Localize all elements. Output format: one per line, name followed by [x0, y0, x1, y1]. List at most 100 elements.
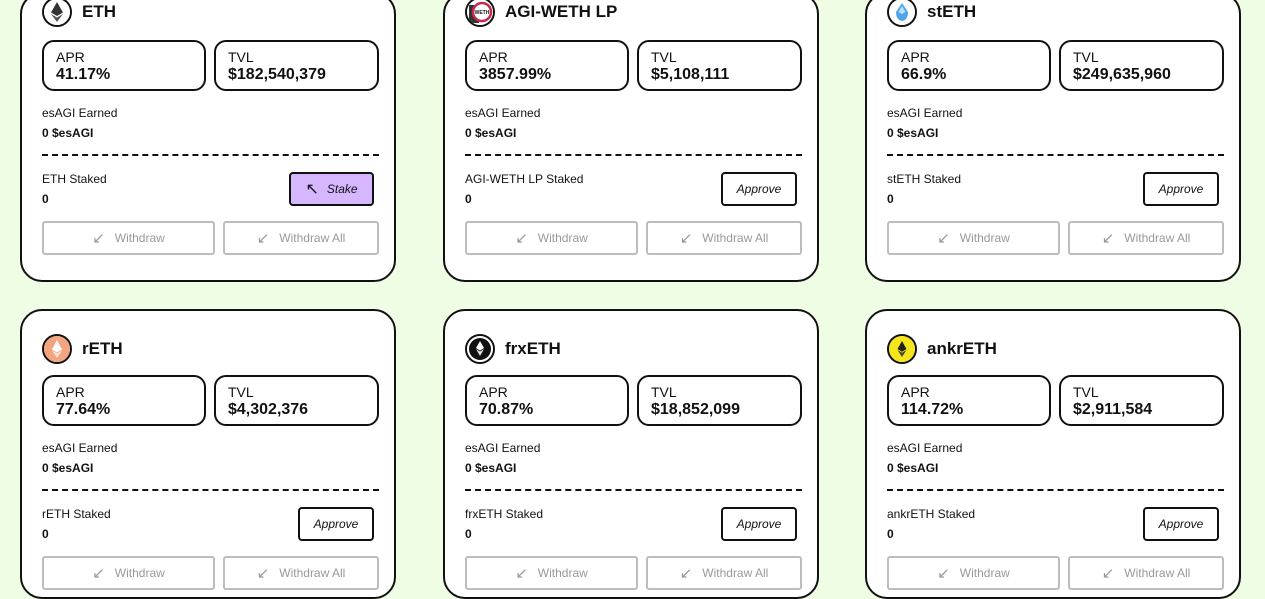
earned-label: esAGI Earned — [887, 441, 963, 455]
earned-value: 0 $esAGI — [887, 126, 939, 140]
approve-button[interactable]: Approve — [1143, 507, 1219, 541]
withdraw-all-button[interactable]: ↙ Withdraw All — [646, 221, 802, 255]
earned-value: 0 $esAGI — [887, 461, 939, 475]
arrow-down-left-icon: ↙ — [515, 230, 528, 247]
withdraw-all-button[interactable]: ↙ Withdraw All — [646, 556, 802, 590]
staked-value: 0 — [465, 192, 472, 206]
withdraw-all-label: Withdraw All — [702, 231, 769, 245]
tvl-box: TVL $4,302,376 — [214, 375, 379, 426]
withdraw-all-label: Withdraw All — [1124, 566, 1191, 580]
earned-label: esAGI Earned — [887, 106, 963, 120]
arrow-down-left-icon: ↙ — [937, 565, 950, 582]
arrow-down-left-icon: ↙ — [92, 230, 105, 247]
pool-name: rETH — [82, 339, 123, 358]
arrow-up-left-icon: ↖ — [305, 181, 319, 198]
tvl-value: $249,635,960 — [1073, 66, 1171, 83]
stake-button[interactable]: ↖ Stake — [289, 172, 374, 206]
withdraw-all-label: Withdraw All — [279, 566, 346, 580]
tvl-label: TVL — [651, 384, 677, 400]
apr-value: 77.64% — [56, 401, 111, 418]
arrow-down-left-icon: ↙ — [256, 230, 270, 247]
staked-value: 0 — [887, 527, 894, 541]
tvl-value: $18,852,099 — [651, 401, 740, 418]
withdraw-all-button[interactable]: ↙ Withdraw All — [223, 556, 379, 590]
approve-button[interactable]: Approve — [1143, 172, 1219, 206]
pool-name: frxETH — [505, 339, 561, 358]
withdraw-label: Withdraw — [114, 231, 165, 245]
card-header: WETH AGI-WETH LP — [465, 0, 617, 30]
withdraw-button[interactable]: ↙ Withdraw — [465, 556, 638, 590]
apr-label: APR — [56, 384, 85, 400]
tvl-label: TVL — [1073, 49, 1099, 65]
apr-label: APR — [56, 49, 85, 65]
arrow-down-left-icon: ↙ — [1101, 565, 1115, 582]
divider — [42, 154, 379, 156]
withdraw-label: Withdraw — [959, 231, 1010, 245]
divider — [887, 154, 1224, 156]
earned-value: 0 $esAGI — [42, 461, 94, 475]
tvl-value: $4,302,376 — [228, 401, 309, 418]
apr-box: APR 114.72% — [887, 375, 1051, 426]
tvl-label: TVL — [228, 49, 254, 65]
divider — [465, 489, 802, 491]
staked-label: ETH Staked — [42, 172, 107, 186]
withdraw-all-label: Withdraw All — [1124, 231, 1191, 245]
staked-value: 0 — [42, 527, 49, 541]
tvl-box: TVL $2,911,584 — [1059, 375, 1224, 426]
tvl-box: TVL $5,108,111 — [637, 40, 802, 91]
approve-button[interactable]: Approve — [298, 507, 374, 541]
apr-box: APR 66.9% — [887, 40, 1051, 91]
withdraw-button[interactable]: ↙ Withdraw — [887, 221, 1060, 255]
withdraw-all-button[interactable]: ↙ Withdraw All — [1068, 556, 1224, 590]
svg-text:WETH: WETH — [475, 10, 490, 16]
tvl-value: $182,540,379 — [228, 66, 326, 83]
pool-name: ankrETH — [927, 339, 997, 358]
arrow-down-left-icon: ↙ — [256, 565, 270, 582]
staked-label: stETH Staked — [887, 172, 962, 186]
withdraw-label: Withdraw — [537, 231, 588, 245]
arrow-down-left-icon: ↙ — [679, 565, 693, 582]
divider — [465, 154, 802, 156]
apr-label: APR — [479, 49, 508, 65]
apr-label: APR — [479, 384, 508, 400]
withdraw-label: Withdraw — [537, 566, 588, 580]
apr-value: 70.87% — [479, 401, 534, 418]
steth-icon — [887, 0, 917, 27]
tvl-label: TVL — [651, 49, 677, 65]
reth-icon — [42, 334, 72, 364]
frxeth-icon — [465, 334, 495, 364]
arrow-down-left-icon: ↙ — [92, 565, 105, 582]
withdraw-button[interactable]: ↙ Withdraw — [42, 556, 215, 590]
weth-lp-icon: WETH — [465, 0, 495, 27]
staked-label: ankrETH Staked — [887, 507, 976, 521]
staked-label: rETH Staked — [42, 507, 111, 521]
staked-label: frxETH Staked — [465, 507, 544, 521]
pool-card-eth: ETH APR 41.17% TVL $182,540,379 esAGI Ea… — [20, 0, 396, 282]
pool-card-ankreth: ankrETH APR 114.72% TVL $2,911,584 esAGI… — [865, 309, 1241, 599]
pool-card-reth: rETH APR 77.64% TVL $4,302,376 esAGI Ear… — [20, 309, 396, 599]
withdraw-label: Withdraw — [114, 566, 165, 580]
staked-value: 0 — [42, 192, 49, 206]
withdraw-all-button[interactable]: ↙ Withdraw All — [223, 221, 379, 255]
apr-value: 114.72% — [901, 401, 964, 418]
earned-value: 0 $esAGI — [42, 126, 94, 140]
card-header: ETH — [42, 0, 116, 30]
withdraw-all-button[interactable]: ↙ Withdraw All — [1068, 221, 1224, 255]
apr-label: APR — [901, 49, 930, 65]
withdraw-button[interactable]: ↙ Withdraw — [887, 556, 1060, 590]
tvl-box: TVL $182,540,379 — [214, 40, 379, 91]
card-header: ankrETH — [887, 331, 997, 367]
card-header: stETH — [887, 0, 976, 30]
withdraw-button[interactable]: ↙ Withdraw — [465, 221, 638, 255]
pool-card-frxeth: frxETH APR 70.87% TVL $18,852,099 esAGI … — [443, 309, 819, 599]
approve-button[interactable]: Approve — [721, 507, 797, 541]
withdraw-all-label: Withdraw All — [702, 566, 769, 580]
withdraw-all-label: Withdraw All — [279, 231, 346, 245]
apr-value: 41.17% — [56, 66, 111, 83]
tvl-box: TVL $249,635,960 — [1059, 40, 1224, 91]
earned-label: esAGI Earned — [465, 106, 541, 120]
approve-button[interactable]: Approve — [721, 172, 797, 206]
apr-box: APR 77.64% — [42, 375, 206, 426]
withdraw-button[interactable]: ↙ Withdraw — [42, 221, 215, 255]
divider — [887, 489, 1224, 491]
